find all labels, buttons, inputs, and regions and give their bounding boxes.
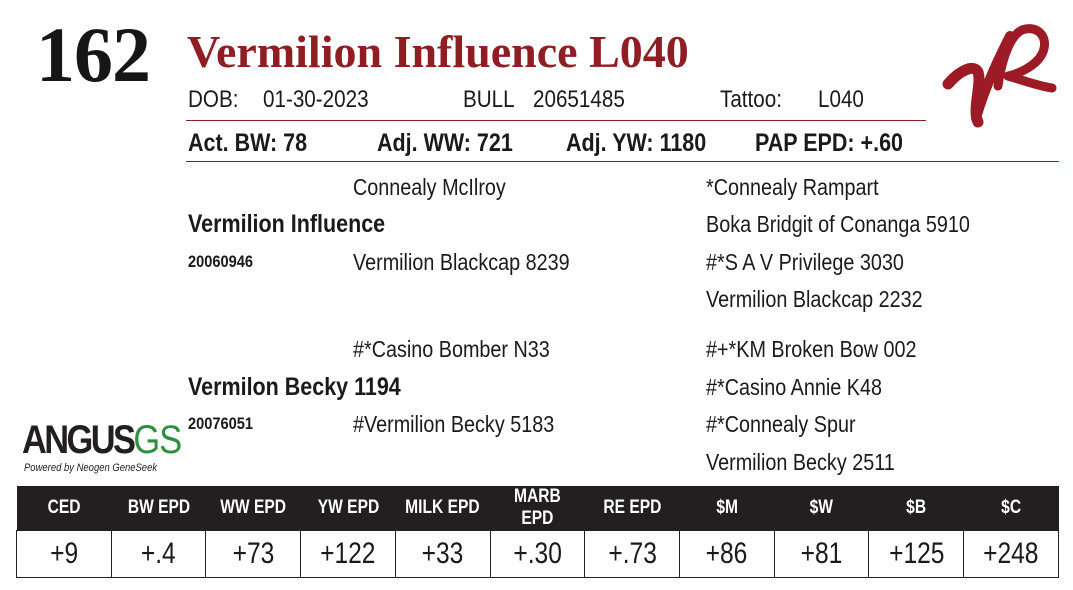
adjusted-weaning-weight: Adj. WW: 721 <box>377 129 513 157</box>
divider <box>186 161 1059 162</box>
sire-dam: Vermilion Blackcap 8239 <box>353 249 570 275</box>
sire-dam-dam: Vermilion Blackcap 2232 <box>706 286 923 312</box>
epd-header-cell: $B <box>868 486 964 531</box>
sire-dam-sire: #*S A V Privilege 3030 <box>706 249 904 275</box>
epd-header-row: CED BW EPD WW EPD YW EPD MILK EPD MARB E… <box>16 486 1059 531</box>
epd-value-row: +9 +.4 +73 +122 +33 +.30 +.73 +86 +81 +1… <box>16 530 1059 578</box>
sire-sire: Connealy McIlroy <box>353 174 506 200</box>
epd-value-cell: +.73 <box>584 530 681 578</box>
tattoo-label: Tattoo: <box>720 86 782 113</box>
epd-header-cell: $M <box>679 486 775 531</box>
dam-registration: 20076051 <box>188 414 254 433</box>
registration-number: 20651485 <box>533 86 625 113</box>
dam-dam-dam: Vermilion Becky 2511 <box>706 449 895 475</box>
epd-header-cell: YW EPD <box>300 486 396 531</box>
epd-header-cell: WW EPD <box>205 486 301 531</box>
epd-value-cell: +125 <box>868 530 965 578</box>
epd-header-cell: $W <box>774 486 869 531</box>
sex-value: BULL <box>463 86 515 113</box>
tattoo-value: L040 <box>818 86 864 113</box>
pap-epd: PAP EPD: +.60 <box>755 129 903 157</box>
epd-header-cell: BW EPD <box>111 486 206 531</box>
epd-value-cell: +73 <box>205 530 302 578</box>
epd-header-cell: RE EPD <box>584 486 680 531</box>
epd-value-cell: +.30 <box>489 530 586 578</box>
dob-value: 01-30-2023 <box>263 86 369 113</box>
epd-value-cell: +9 <box>16 530 112 578</box>
epd-header-cell: CED <box>16 486 112 531</box>
epd-value-cell: +122 <box>300 530 396 578</box>
dam-sire: #*Casino Bomber N33 <box>353 336 550 362</box>
lot-number: 162 <box>36 11 151 98</box>
logo-suffix: GS <box>133 418 182 462</box>
epd-value-cell: +248 <box>963 530 1059 578</box>
dam-sire-dam: #*Casino Annie K48 <box>706 374 882 400</box>
divider <box>186 120 926 121</box>
sire-sire-dam: Boka Bridgit of Conanga 5910 <box>706 211 970 237</box>
sire-registration: 20060946 <box>188 252 254 271</box>
sire-sire-sire: *Connealy Rampart <box>706 174 879 200</box>
dob-label: DOB: <box>188 86 239 113</box>
angus-gs-logo: ANGUSGS Powered by Neogen GeneSeek <box>22 418 207 474</box>
epd-header-cell: MILK EPD <box>395 486 491 531</box>
epd-value-cell: +81 <box>773 530 870 578</box>
epd-header-cell: $C <box>963 486 1059 531</box>
adjusted-yearling-weight: Adj. YW: 1180 <box>566 129 707 157</box>
epd-table: CED BW EPD WW EPD YW EPD MILK EPD MARB E… <box>16 486 1059 578</box>
dam-dam: #Vermilion Becky 5183 <box>353 411 555 437</box>
dam-dam-sire: #*Connealy Spur <box>706 411 856 437</box>
sire-name: Vermilion Influence <box>188 210 386 238</box>
dam-sire-sire: #+*KM Broken Bow 002 <box>706 336 917 362</box>
epd-value-cell: +.4 <box>110 530 207 578</box>
vr-brand-mark-icon <box>938 14 1060 137</box>
logo-word: ANGUS <box>22 418 136 462</box>
actual-birth-weight: Act. BW: 78 <box>188 129 308 157</box>
epd-value-cell: +86 <box>679 530 775 578</box>
epd-value-cell: +33 <box>394 530 491 578</box>
logo-tagline: Powered by Neogen GeneSeek <box>24 462 158 474</box>
epd-header-cell: MARB EPD <box>490 486 585 531</box>
animal-name: Vermilion Influence L040 <box>187 26 689 77</box>
dam-name: Vermilon Becky 1194 <box>188 373 401 401</box>
